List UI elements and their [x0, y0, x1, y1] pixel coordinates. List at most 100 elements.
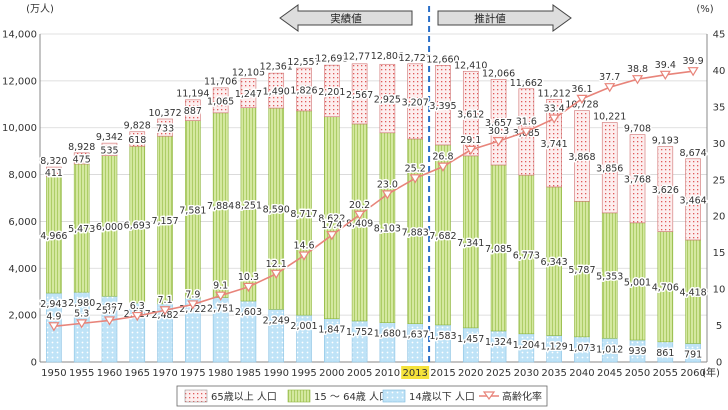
bar-over65 — [685, 158, 701, 241]
under15-value-label: 2,943 — [40, 299, 67, 310]
total-value-label: 12,361 — [260, 61, 293, 72]
x-tick-label: 2025 — [486, 368, 511, 379]
working-value-label: 8,103 — [374, 224, 401, 235]
y-left-tick-label: 10,000 — [2, 123, 37, 134]
bar-stacks — [46, 63, 701, 363]
total-value-label: 11,194 — [176, 89, 209, 100]
total-value-label: 10,728 — [565, 100, 598, 111]
x-tick-label: 2045 — [597, 368, 622, 379]
bar-over65 — [185, 99, 201, 121]
aging-rate-marker — [270, 269, 282, 279]
x-tick-label: 2050 — [625, 368, 650, 379]
aging-rate-marker — [187, 300, 199, 310]
aging-rate-marker — [604, 83, 616, 93]
total-value-label: 11,212 — [538, 88, 571, 99]
over65-value-label: 3,657 — [485, 118, 512, 129]
aging-rate-line-series: 4.9 5.3 5.7 6.3 7.1 7.9 9.1 10.3 12.1 14.6 17.4 20.… — [45, 55, 705, 332]
aging-rate-marker — [548, 114, 560, 124]
x-tick-label: 1960 — [97, 368, 122, 379]
working-value-label: 8,590 — [263, 205, 290, 216]
aging-rate-value-label: 5.7 — [102, 305, 117, 316]
working-value-label: 6,343 — [541, 257, 568, 268]
aging-rate-marker — [520, 127, 532, 137]
over65-value-label: 3,612 — [457, 110, 484, 121]
working-value-label: 6,000 — [96, 222, 123, 233]
aging-rate-value-label: 25.2 — [405, 163, 426, 174]
aging-rate-value-label: 4.9 — [46, 311, 61, 322]
under15-value-label: 1,637 — [402, 330, 429, 341]
bar-over65 — [73, 152, 90, 165]
total-value-label: 12,806 — [371, 51, 404, 62]
working-value-label: 8,717 — [290, 209, 317, 220]
x-tick-label: 2040 — [569, 368, 594, 379]
legend: 65歳以上 人口 15 ～ 64歳 人口 14歳以下 人口 高齢化率 — [176, 385, 548, 407]
aging-rate-value-label: 38.8 — [627, 64, 648, 75]
over65-value-label: 2,925 — [374, 95, 401, 106]
legend-line-marker — [482, 391, 496, 401]
total-value-label: 11,662 — [510, 78, 543, 89]
working-value-label: 5,473 — [68, 224, 95, 235]
working-value-label: 6,773 — [513, 250, 540, 261]
over65-value-label: 1,826 — [290, 86, 317, 97]
total-value-label: 12,410 — [454, 60, 487, 71]
x-tick-label: 1995 — [291, 368, 316, 379]
working-value-label: 5,353 — [596, 272, 623, 283]
x-tick-label: 2015 — [430, 368, 455, 379]
aging-rate-value-label: 7.9 — [185, 289, 200, 300]
over65-value-label: 3,395 — [429, 101, 456, 112]
over65-value-label: 1,065 — [207, 96, 234, 107]
under15-value-label: 2,249 — [263, 315, 290, 326]
aging-rate-marker — [687, 67, 699, 77]
under15-value-label: 2,603 — [235, 307, 262, 318]
under15-value-label: 2,807 — [96, 302, 123, 313]
legend-under15-swatch — [382, 389, 406, 403]
over65-value-label: 3,868 — [568, 152, 595, 163]
aging-rate-marker — [409, 174, 421, 184]
x-tick-label: 2055 — [653, 368, 678, 379]
x-tick-label: 2000 — [319, 368, 344, 379]
bar-over65 — [407, 63, 423, 140]
under15-value-label: 939 — [628, 346, 646, 357]
under15-value-label: 1,457 — [457, 334, 484, 345]
over65-value-label: 618 — [128, 135, 146, 146]
under15-value-label: 2,001 — [290, 321, 317, 332]
total-value-label: 8,674 — [680, 148, 707, 159]
working-value-label: 7,157 — [151, 216, 178, 227]
over65-value-label: 2,201 — [318, 87, 345, 98]
y-axis-right-unit: (%) — [696, 4, 713, 15]
projected-period-label: 推計値 — [474, 12, 506, 25]
over65-value-label: 535 — [100, 145, 118, 156]
y-right-tick-label: 25 — [713, 175, 726, 186]
aging-rate-marker — [381, 190, 393, 200]
bar-over65 — [657, 146, 674, 232]
bar-over65 — [629, 134, 646, 224]
working-value-label: 7,883 — [402, 227, 429, 238]
bar-over65 — [462, 70, 479, 157]
aging-rate-value-label: 5.3 — [74, 308, 89, 319]
y-axis-left-unit: (万人) — [26, 3, 54, 15]
over65-value-label: 411 — [45, 168, 63, 179]
total-value-label: 12,105 — [232, 67, 265, 78]
bar-over65 — [546, 98, 562, 188]
working-value-label: 7,341 — [457, 238, 484, 249]
y-left-tick-label: 12,000 — [2, 76, 37, 87]
bar-over65 — [46, 166, 62, 178]
y-right-tick-label: 15 — [713, 248, 726, 259]
over65-value-label: 3,626 — [652, 185, 679, 196]
aging-rate-value-label: 37.7 — [599, 72, 620, 83]
actual-period-label: 実績値 — [330, 12, 362, 25]
over65-value-label: 3,768 — [624, 175, 651, 186]
y-right-tick-label: 10 — [713, 285, 726, 296]
aging-rate-value-label: 9.1 — [213, 281, 228, 292]
y-axis-right: (%) 0 5 10 15 20 25 30 35 40 45 — [696, 4, 725, 369]
bar-over65 — [101, 142, 118, 156]
bar-over65 — [240, 78, 257, 109]
aging-rate-marker — [48, 322, 60, 332]
aging-rate-marker — [576, 94, 588, 105]
x-tick-label: 2030 — [514, 368, 539, 379]
y-left-tick-label: 2,000 — [8, 311, 37, 322]
aging-rate-marker — [298, 251, 310, 261]
actual-period-arrow — [279, 4, 413, 32]
legend-working-label: 15 ～ 64歳 人口 — [314, 391, 389, 403]
